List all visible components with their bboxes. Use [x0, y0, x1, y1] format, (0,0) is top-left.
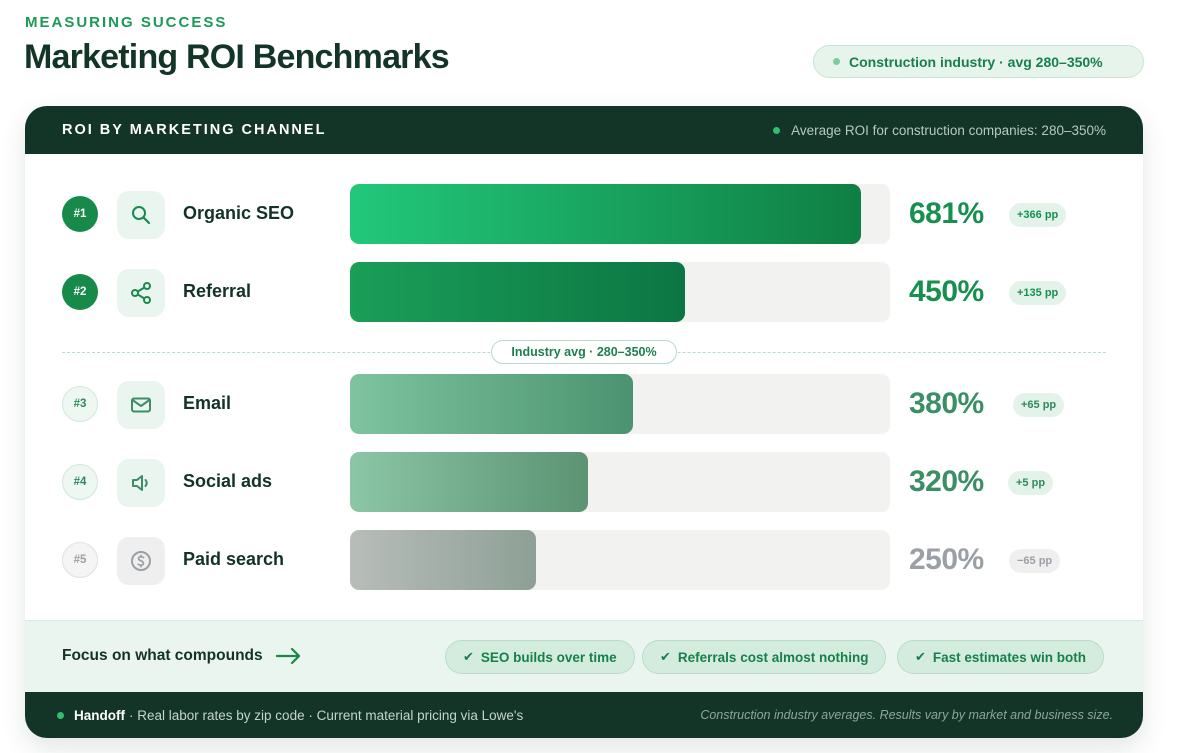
industry-pill: Construction industry · avg 280–350%: [813, 45, 1144, 78]
focus-chip-label: SEO builds over time: [480, 649, 617, 665]
dollar-icon: [131, 551, 151, 571]
bar-track: [350, 184, 890, 244]
footer-brand: Handoff: [74, 707, 125, 723]
rank-badge: #2: [62, 274, 98, 310]
footer-disclaimer: Construction industry averages. Results …: [700, 708, 1113, 722]
industry-avg-label: Industry avg · 280–350%: [491, 340, 677, 364]
rank-badge: #1: [62, 196, 98, 232]
delta-badge: +65 pp: [1013, 393, 1065, 417]
chart-row: #4 Social ads 320% +5 pp: [25, 452, 1143, 512]
industry-pill-label: Construction industry · avg 280–350%: [849, 53, 1103, 70]
value-label: 681%: [909, 197, 984, 230]
focus-chip: ✔ Referrals cost almost nothing: [642, 640, 887, 674]
page-title: Marketing ROI Benchmarks: [24, 38, 450, 76]
card-header: ROI BY MARKETING CHANNEL Average ROI for…: [25, 106, 1143, 154]
channel-icon-box: [117, 381, 165, 429]
status-dot-icon: [57, 711, 64, 719]
check-icon: ✔: [660, 649, 671, 664]
value-label: 320%: [909, 465, 984, 498]
card-title: ROI BY MARKETING CHANNEL: [62, 122, 327, 138]
chart-row: #3 Email 380% +65 pp: [25, 374, 1143, 434]
bar-track: [350, 452, 890, 512]
category-label: Paid search: [183, 549, 285, 569]
focus-title-text: Focus on what compounds: [62, 647, 263, 664]
channel-icon-box: [117, 537, 165, 585]
card-note-text: Average ROI for construction companies: …: [791, 122, 1106, 138]
value-label: 380%: [909, 387, 984, 420]
bar-fill: [350, 452, 588, 512]
value-label: 250%: [909, 543, 984, 576]
channel-icon-box: [117, 459, 165, 507]
bar-fill: [350, 184, 861, 244]
channel-icon-box: [117, 269, 165, 317]
speaker-icon: [132, 475, 148, 491]
bar-track: [350, 374, 890, 434]
check-icon: ✔: [915, 649, 926, 664]
category-label: Organic SEO: [183, 203, 295, 223]
footer-tagline: · Real labor rates by zip code · Current…: [129, 707, 524, 723]
bar-track: [350, 530, 890, 590]
focus-title: Focus on what compounds: [62, 647, 302, 665]
value-label: 450%: [909, 275, 984, 308]
channel-icon-box: [117, 191, 165, 239]
bar-track: [350, 262, 890, 322]
category-label: Social ads: [183, 471, 273, 491]
status-dot-icon: [833, 58, 840, 65]
chart-row: #1 Organic SEO 681% +366 pp: [25, 184, 1143, 244]
card-note: Average ROI for construction companies: …: [773, 123, 1106, 138]
focus-chip-label: Referrals cost almost nothing: [677, 649, 869, 665]
focus-chip: ✔ Fast estimates win both: [897, 640, 1104, 674]
rank-badge: #3: [62, 386, 98, 422]
roi-card: ROI BY MARKETING CHANNEL Average ROI for…: [25, 106, 1143, 738]
status-dot-icon: [773, 126, 781, 134]
focus-bar: Focus on what compounds ✔ SEO builds ove…: [25, 620, 1143, 692]
footer-brand-line: Handoff · Real labor rates by zip code ·…: [57, 708, 523, 723]
rank-badge: #4: [62, 464, 98, 500]
focus-chip: ✔ SEO builds over time: [445, 640, 635, 674]
check-icon: ✔: [463, 649, 474, 664]
mail-icon: [131, 397, 151, 413]
delta-badge: −65 pp: [1009, 549, 1061, 573]
chart-row: #5 Paid search 250% −65 pp: [25, 530, 1143, 590]
rank-badge: #5: [62, 542, 98, 578]
bar-fill: [350, 530, 536, 590]
category-label: Referral: [183, 281, 252, 301]
bar-fill: [350, 374, 633, 434]
arrow-right-icon: [275, 647, 300, 665]
chart-row: #2 Referral 450% +135 pp: [25, 262, 1143, 322]
bar-fill: [350, 262, 685, 322]
eyebrow: MEASURING SUCCESS: [25, 14, 228, 31]
delta-badge: +5 pp: [1008, 471, 1054, 495]
share-icon: [131, 282, 151, 304]
search-icon: [132, 206, 151, 225]
focus-chip-label: Fast estimates win both: [932, 649, 1086, 665]
delta-badge: +366 pp: [1009, 203, 1067, 227]
category-label: Email: [183, 393, 232, 413]
footer: Handoff · Real labor rates by zip code ·…: [25, 692, 1143, 738]
delta-badge: +135 pp: [1009, 281, 1067, 305]
